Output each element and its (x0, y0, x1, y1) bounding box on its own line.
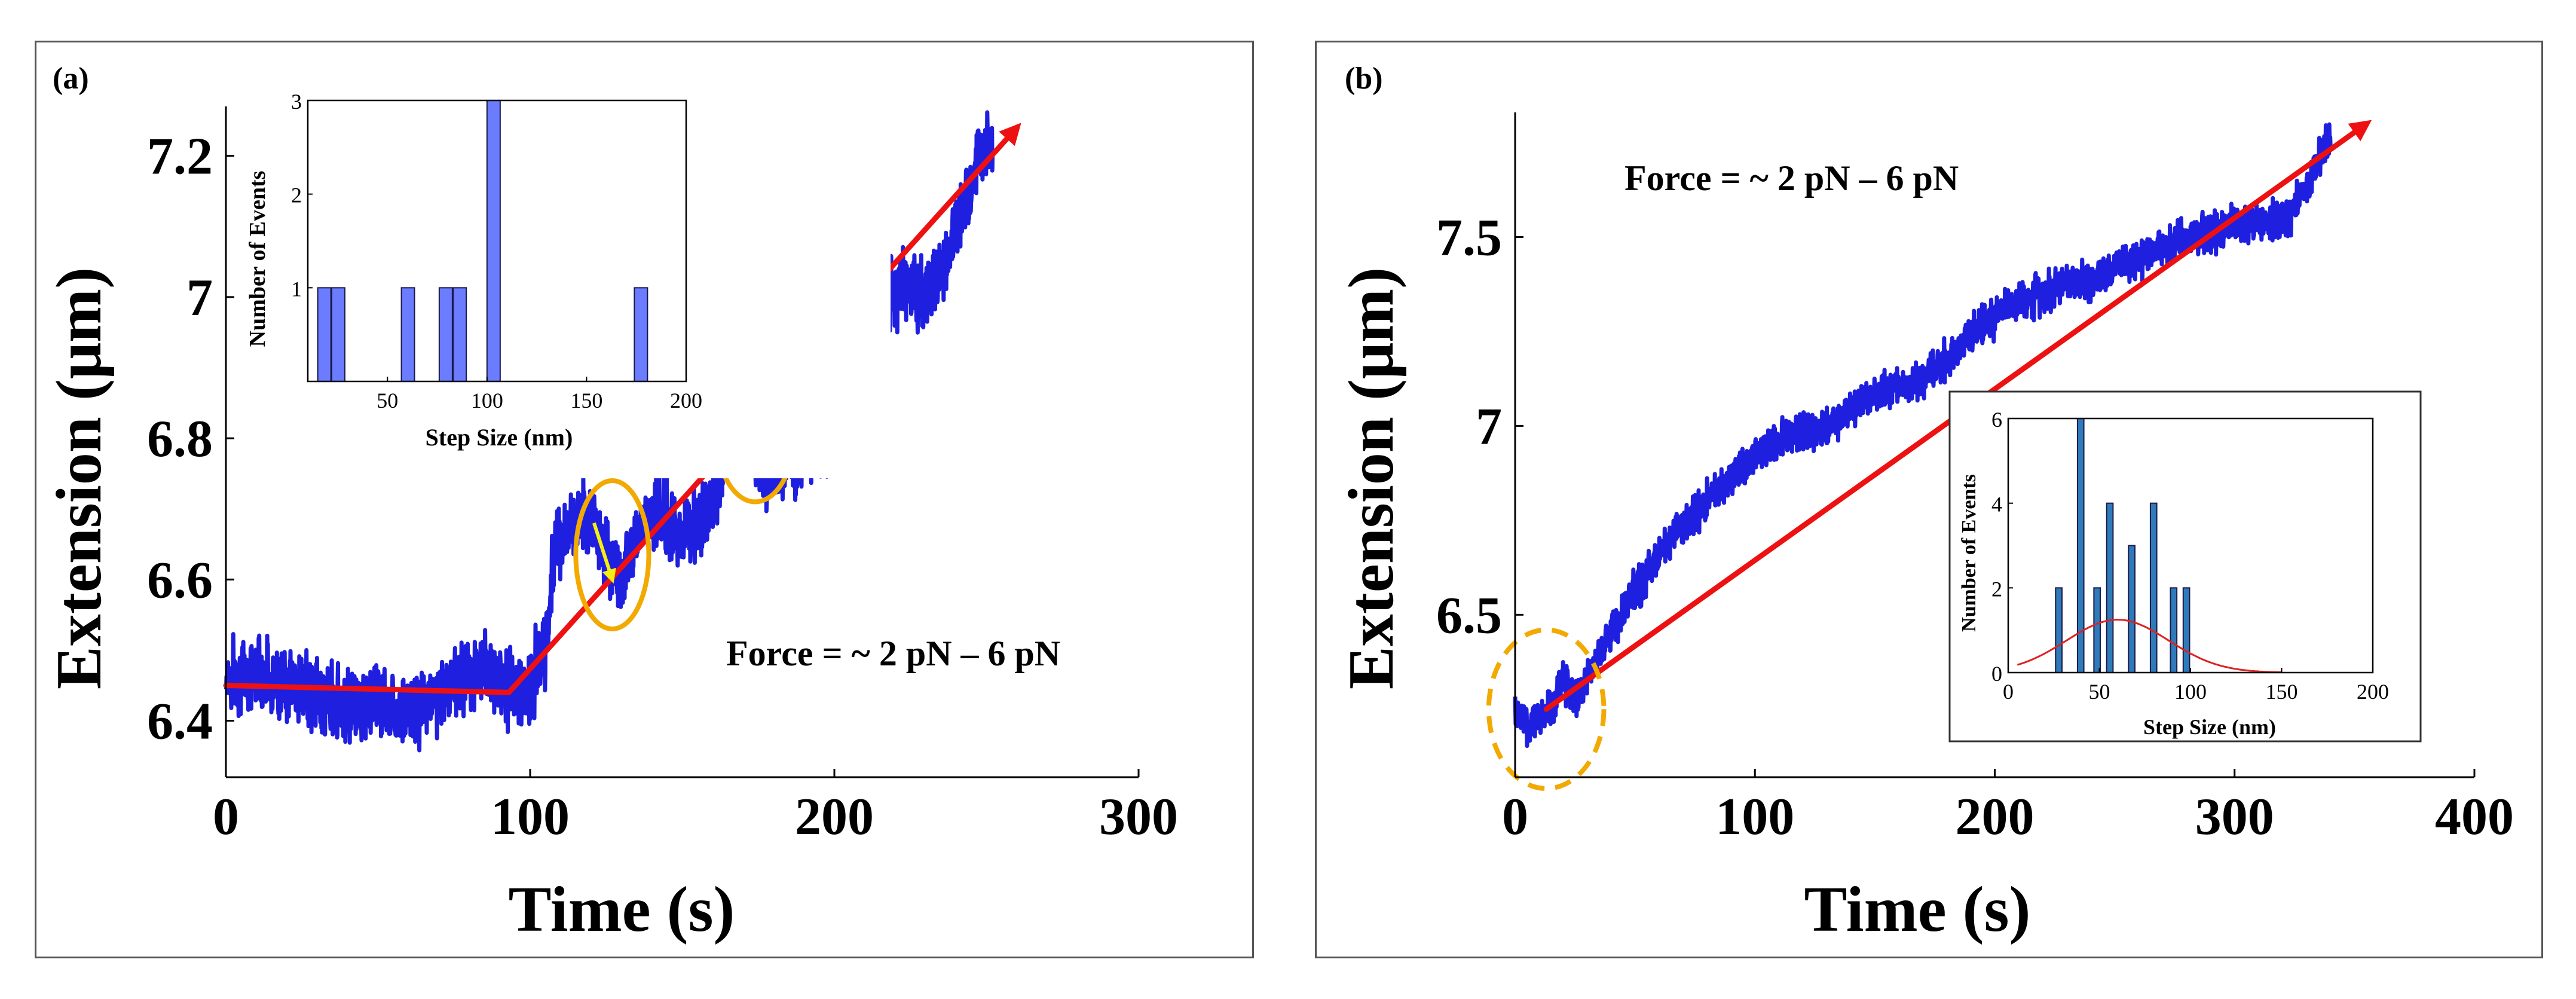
panel-a-inset-bar (317, 287, 332, 383)
panel-b-inset-y-tick-label: 0 (1991, 662, 2002, 686)
panel-a-y-tick-label: 6.6 (147, 551, 213, 609)
panel-b-inset-y-label: Number of Events (1958, 474, 1980, 632)
panel-a-y-tick-label: 7.2 (147, 128, 213, 186)
panel-b-inset-x-tick-label: 100 (2174, 680, 2207, 704)
panel-b-inset-bar (2149, 502, 2158, 674)
panel-b-inset-x-tick-label: 150 (2266, 680, 2298, 704)
panel-b-inset: 0 2 4 6 0 50 100 150 200 Step Size (nm) Number … (1948, 390, 2422, 743)
panel-a-x-tick-label: 100 (491, 788, 570, 846)
panel-a-inset-axes-box (307, 99, 687, 383)
panel-a-inset-bar (400, 287, 415, 383)
panel-b-inset-y-tick-label: 2 (1991, 577, 2002, 601)
panel-a-inset-x-tick-label: 150 (570, 389, 602, 413)
panel-a-inset-bar (438, 287, 453, 383)
panel-b-inset-y-tick-label: 4 (1991, 493, 2002, 517)
panel-b-inset-bar (2076, 418, 2085, 673)
panel-a-force-annotation: Force = ~ 2 pN – 6 pN (726, 634, 1060, 673)
panel-b-x-tick-label: 0 (1502, 788, 1528, 846)
panel-b-x-tick-label: 200 (1956, 788, 2035, 846)
panel-a-inset-x-ticks: 50 100 150 200 (377, 377, 702, 413)
panel-b-inset-bar (2055, 587, 2063, 673)
panel-b-inset-bg (1948, 390, 2422, 743)
panel-b-inset-y-tick-label: 6 (1991, 408, 2002, 432)
panel-b-y-tick-label: 6.5 (1436, 586, 1502, 644)
panel-a-inset-y-label: Number of Events (245, 171, 270, 347)
panel-b: (b) 6.577.5 0 100 200 300 400 Time (s) Exten… (1336, 62, 2514, 945)
panel-b-inset-y-ticks: 0 2 4 6 (1991, 408, 2013, 686)
panel-b-inset-x-tick-label: 50 (2089, 680, 2110, 704)
panel-a-highlight-arrow-1 (592, 522, 616, 584)
panel-a-fit-segment-1 (223, 682, 512, 695)
panel-b-trace-layer (1513, 122, 2333, 749)
panel-b-label: (b) (1345, 62, 1383, 96)
panel-a-y-tick-label: 6.4 (147, 693, 213, 751)
panel-a-inset-y-tick-label: 2 (291, 184, 302, 207)
panel-a-x-axis-label: Time (s) (509, 874, 735, 945)
panel-a: (a) 6.4 6.6 6.8 7 7.2 0 100 200 300 Time (s) Ex… (44, 62, 1178, 945)
panel-a-x-tick-label: 0 (213, 788, 239, 846)
panel-b-highlight-ellipse-1 (1486, 627, 1607, 791)
panel-a-inset-x-tick-label: 100 (471, 389, 503, 413)
panel-b-inset-x-tick-label: 200 (2357, 680, 2389, 704)
panel-a-inset-bar (452, 287, 467, 383)
panel-b-inset-bar (2182, 587, 2190, 673)
panel-a-highlight-ellipse-1 (573, 478, 651, 631)
panel-a-inset-y-ticks: 1 2 3 (291, 90, 313, 301)
panel-b-y-axis-label: Extension (μm) (1336, 267, 1407, 689)
panel-a-inset-y-tick-label: 3 (291, 90, 302, 114)
panel-b-x-tick-label: 100 (1715, 788, 1794, 846)
panel-b-inset-bar (2093, 587, 2101, 673)
panel-a-inset: 1 2 3 50 100 150 200 Step Size (nm) Number of… (239, 90, 891, 478)
panel-a-label: (a) (53, 62, 89, 96)
panel-b-inset-bar (2106, 502, 2114, 674)
panel-b-inset-bar (2128, 545, 2136, 673)
panel-b-extension-trace (1513, 122, 2333, 749)
panel-a-inset-bar (486, 100, 501, 382)
panel-a-inset-y-tick-label: 1 (291, 277, 302, 301)
panel-b-inset-x-ticks: 0 50 100 150 200 (2003, 668, 2389, 704)
panel-b-y-ticks: 6.5 7 7.5 (1436, 209, 1523, 644)
panel-b-inset-gaussian-curve (2017, 619, 2282, 673)
panel-a-inset-bg (239, 96, 891, 478)
panel-a-x-ticks: 0 100 200 300 (213, 769, 1178, 846)
panel-b-inset-bar (2170, 587, 2178, 673)
panel-a-inset-bar (331, 287, 345, 383)
panel-a-x-tick-label: 300 (1099, 788, 1178, 846)
panel-a-inset-x-tick-label: 200 (670, 389, 702, 413)
panel-a-axes (225, 106, 1139, 778)
panel-b-y-tick-label: 7.5 (1436, 209, 1502, 267)
panel-a-y-ticks: 6.4 6.6 6.8 7 7.2 (147, 128, 234, 751)
panel-b-x-tick-label: 400 (2435, 788, 2514, 846)
panel-b-x-ticks: 0 100 200 300 400 (1502, 769, 2514, 846)
panel-a-y-axis-label: Extension (μm) (44, 267, 115, 689)
panel-b-inset-x-tick-label: 0 (2003, 680, 2014, 704)
panel-a-inset-bar (634, 287, 648, 383)
panel-a-y-tick-label: 7 (186, 269, 213, 327)
panel-a-y-tick-label: 6.8 (147, 410, 213, 468)
panel-a-x-tick-label: 200 (795, 788, 874, 846)
panel-a-inset-x-tick-label: 50 (377, 389, 398, 413)
panel-b-inset-x-label: Step Size (nm) (2143, 715, 2276, 739)
panel-a-inset-axes (307, 99, 687, 383)
panel-b-inset-gaussian-fit (2017, 619, 2282, 673)
panel-b-y-tick-label: 7 (1476, 398, 1502, 456)
panel-b-x-axis-label: Time (s) (1804, 874, 2031, 945)
panel-b-highlight-layer (1486, 627, 1607, 791)
panel-b-force-annotation: Force = ~ 2 pN – 6 pN (1624, 158, 1959, 198)
panel-a-inset-x-label: Step Size (nm) (426, 424, 573, 451)
panel-b-x-tick-label: 300 (2195, 788, 2274, 846)
